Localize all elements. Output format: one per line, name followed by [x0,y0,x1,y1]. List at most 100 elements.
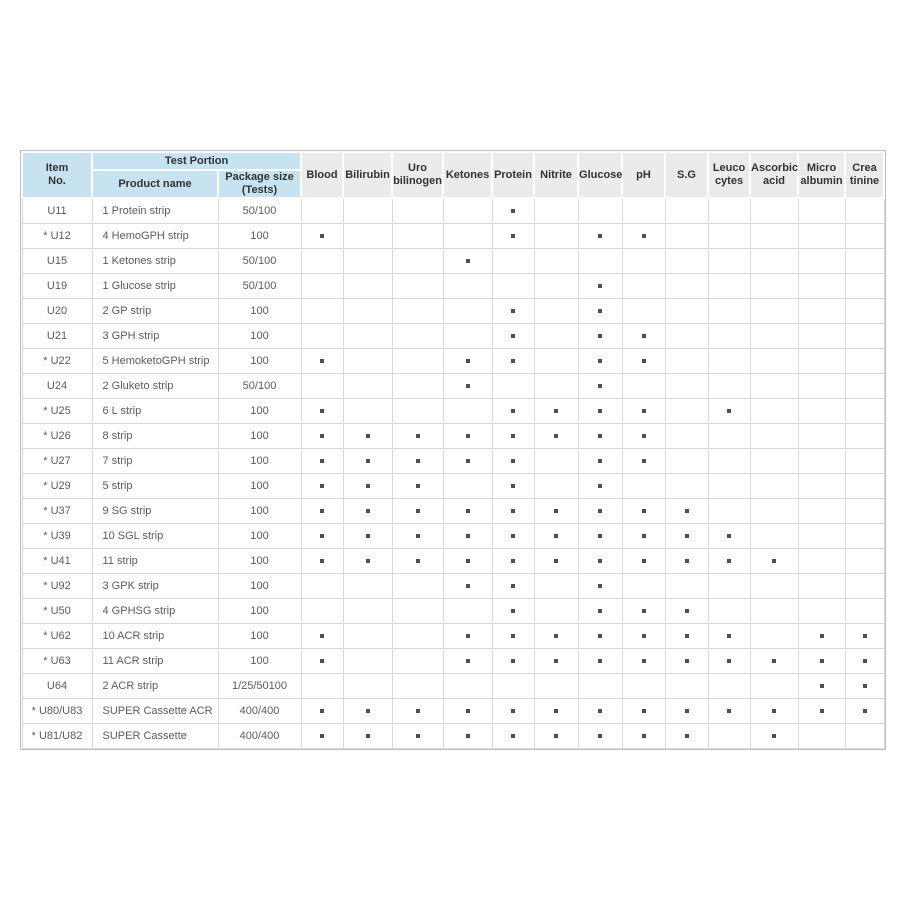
test-included-marker-icon [598,634,603,639]
test-included-marker-icon [415,534,420,539]
test-cell-bilirubin [342,723,393,749]
test-cell-ascorbic-acid [749,698,799,724]
test-cell-blood [300,223,344,249]
test-cell-leuco-cytes [707,197,751,224]
test-included-marker-icon [320,509,325,514]
test-included-marker-icon [554,434,559,439]
product-name-cell: 2 ACR strip [91,673,219,699]
column-header-test-portion: Test Portion [90,151,303,171]
table-row: * U12 4 HemoGPH strip 100 [21,223,885,249]
product-name-cell: 4 GPHSG strip [91,598,219,624]
test-cell-glucose [577,448,623,474]
test-cell-nitrite [533,223,579,249]
item-no-cell: * U92 [21,573,93,599]
test-cell-glucose [577,623,623,649]
test-cell-micro-albumin [797,448,846,474]
package-size-cell: 100 [217,223,302,249]
test-cell-ketones [442,197,493,224]
item-no-cell: * U80/U83 [21,698,93,724]
table-row: * U37 9 SG strip 100 [21,498,885,524]
test-cell-crea-tinine [844,598,885,624]
test-cell-s-g [664,373,709,399]
test-cell-ketones [442,723,493,749]
test-cell-blood [300,423,344,449]
test-cell-micro-albumin [797,398,846,424]
test-included-marker-icon [641,409,646,414]
test-included-marker-icon [641,434,646,439]
column-header-protein: Protein [491,151,536,199]
table-row: * U22 5 HemoketoGPH strip 100 [21,348,885,374]
test-cell-glucose [577,348,623,374]
test-cell-crea-tinine [844,423,885,449]
test-cell-uro-bilinogen [391,398,444,424]
test-included-marker-icon [320,359,325,364]
test-included-marker-icon [511,309,516,314]
test-cell-s-g [664,473,709,499]
test-included-marker-icon [365,434,370,439]
test-cell-blood [300,473,344,499]
test-cell-bilirubin [342,423,393,449]
package-size-cell: 100 [217,573,302,599]
test-cell-s-g [664,223,709,249]
test-cell-bilirubin [342,248,393,274]
test-cell-ascorbic-acid [749,523,799,549]
test-included-marker-icon [365,559,370,564]
item-no-cell: * U26 [21,423,93,449]
test-cell-protein [491,323,535,349]
table-header: Item No. Test Portion Blood Bilirubin Uro … [21,151,886,199]
test-cell-leuco-cytes [707,523,751,549]
test-cell-ascorbic-acid [749,248,799,274]
test-cell-bilirubin [342,373,393,399]
test-cell-crea-tinine [844,498,885,524]
test-cell-ph [621,473,666,499]
test-cell-glucose [577,498,623,524]
test-cell-bilirubin [342,698,393,724]
test-cell-blood [300,548,344,574]
test-included-marker-icon [862,634,867,639]
test-cell-leuco-cytes [707,223,751,249]
test-cell-ketones [442,448,493,474]
test-included-marker-icon [598,459,603,464]
test-cell-bilirubin [342,598,393,624]
test-included-marker-icon [465,534,470,539]
product-test-table-wrapper: Item No. Test Portion Blood Bilirubin Uro … [20,150,887,750]
package-size-cell: 100 [217,648,302,674]
test-cell-uro-bilinogen [391,523,444,549]
table-row: * U39 10 SGL strip 100 [21,523,885,549]
column-header-blood: Blood [300,151,345,199]
test-cell-bilirubin [342,498,393,524]
test-cell-micro-albumin [797,473,846,499]
test-cell-ketones [442,298,493,324]
package-size-cell: 100 [217,323,302,349]
test-cell-glucose [577,298,623,324]
test-included-marker-icon [641,509,646,514]
test-cell-crea-tinine [844,273,885,299]
table-row: * U25 6 L strip 100 [21,398,885,424]
test-included-marker-icon [465,659,470,664]
test-cell-glucose [577,473,623,499]
test-cell-ketones [442,598,493,624]
test-cell-ketones [442,223,493,249]
test-cell-ph [621,273,666,299]
test-included-marker-icon [598,609,603,614]
test-included-marker-icon [465,584,470,589]
column-header-nitrite: Nitrite [533,151,580,199]
test-cell-protein [491,473,535,499]
test-included-marker-icon [598,584,603,589]
table-row: U11 1 Protein strip 50/100 [21,197,885,224]
test-included-marker-icon [772,659,777,664]
table-row: * U50 4 GPHSG strip 100 [21,598,885,624]
test-cell-nitrite [533,598,579,624]
table-row: U19 1 Glucose strip 50/100 [21,273,885,299]
package-size-cell: 100 [217,423,302,449]
test-included-marker-icon [598,309,603,314]
test-cell-nitrite [533,573,579,599]
test-cell-ascorbic-acid [749,498,799,524]
product-name-cell: SUPER Cassette ACR [91,698,219,724]
item-no-cell: U64 [21,673,93,699]
package-size-cell: 50/100 [217,373,302,399]
test-cell-ketones [442,498,493,524]
test-included-marker-icon [684,709,689,714]
test-cell-protein [491,348,535,374]
test-included-marker-icon [819,634,824,639]
